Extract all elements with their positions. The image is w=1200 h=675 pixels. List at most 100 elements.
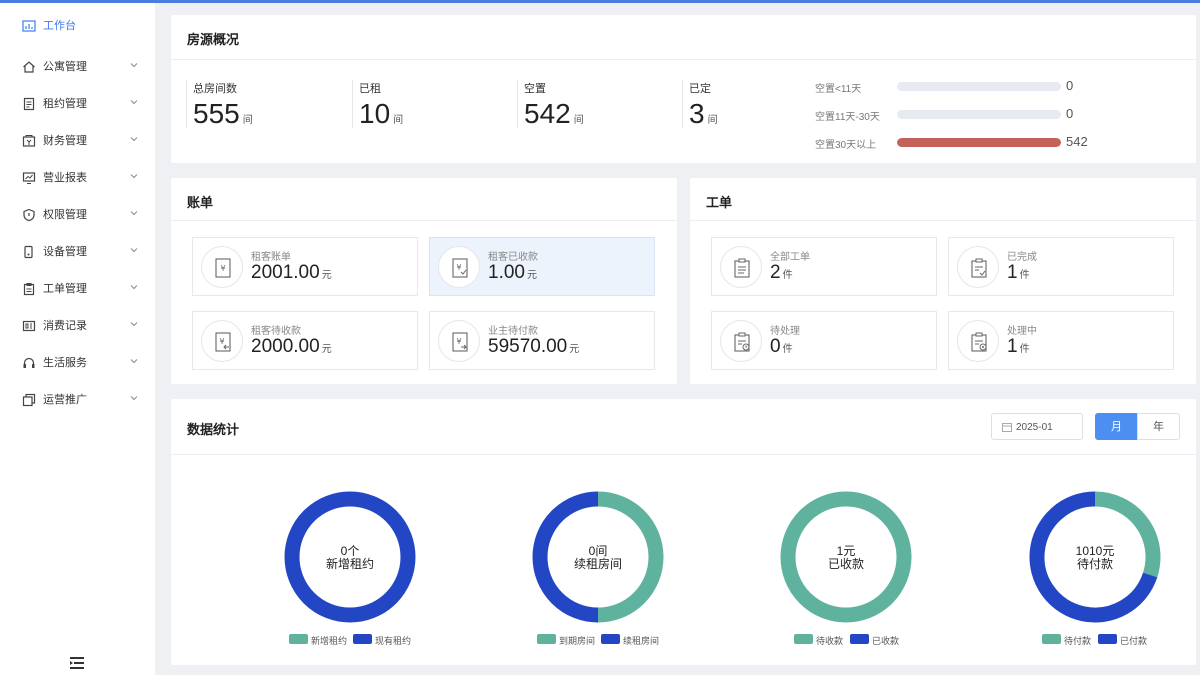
donut-segment-0[interactable]: [597, 491, 664, 623]
donut-segment-1[interactable]: [1029, 491, 1158, 623]
donut-center-value: 1010元: [1075, 544, 1115, 558]
donut-center-label: 已收款: [827, 557, 864, 571]
donut-svg: [532, 491, 664, 623]
date-picker[interactable]: 2025-01: [991, 413, 1083, 440]
sidebar-item-apartment[interactable]: 公寓管理: [0, 54, 155, 80]
donut-center-value: 0个: [340, 544, 360, 558]
bill-payable-icon: ¥: [452, 332, 468, 352]
vacancy-bar: [897, 110, 1061, 119]
legend-label[interactable]: 待收款: [816, 636, 844, 646]
vacancy-value: 0: [1066, 78, 1074, 93]
vacancy-label: 空置30天以上: [815, 140, 877, 151]
sidebar-item-workorder[interactable]: 工单管理: [0, 276, 155, 302]
donut-svg: [780, 491, 912, 623]
sidebar-item-label: 运营推广: [43, 394, 87, 406]
legend-label[interactable]: 新增租约: [311, 636, 348, 646]
legend-label[interactable]: 现有租约: [375, 636, 412, 646]
donut-segment-0[interactable]: [1094, 491, 1161, 578]
card-value: 59570.00: [488, 336, 568, 357]
stat-rented: 已租 10 间: [359, 80, 403, 130]
sidebar-item-finance[interactable]: 财务管理: [0, 128, 155, 154]
sidebar-item-consumption[interactable]: 消费记录: [0, 313, 155, 339]
legend-label[interactable]: 已付款: [1120, 636, 1148, 646]
sidebar-item-label: 设备管理: [43, 246, 87, 258]
sidebar-item-label: 租约管理: [43, 98, 87, 110]
svg-text:¥: ¥: [220, 264, 225, 273]
bill-card-owner-payable[interactable]: ¥ 业主待付款 59570.00 元: [429, 311, 655, 370]
card-value: 2000.00: [251, 336, 320, 357]
chevron-down-icon: [130, 100, 138, 105]
donut-chart-renewals: 0间 续租房间: [532, 491, 664, 623]
donut-segment-0[interactable]: [780, 491, 912, 623]
donut-center-value: 1元: [836, 544, 856, 558]
card-unit: 件: [1019, 344, 1030, 355]
card-unit: 元: [569, 344, 580, 355]
donut-center-label: 续租房间: [573, 557, 622, 571]
legend-label[interactable]: 到期房间: [559, 636, 596, 646]
vacancy-row: 空置11天-30天 0: [815, 106, 1115, 123]
donut-segment-1[interactable]: [284, 491, 416, 623]
clipboard-check-icon: [971, 258, 987, 278]
donut-center-label: 待付款: [1076, 557, 1113, 571]
clipboard-clock-icon: [734, 332, 750, 352]
stat-unit: 间: [573, 115, 584, 126]
bill-card-tenant-pending[interactable]: ¥ 租客待收款 2000.00 元: [192, 311, 418, 370]
bill-card-tenant-bills[interactable]: ¥ 租客账单 2001.00 元: [192, 237, 418, 296]
workorder-icon: [23, 283, 35, 296]
chevron-down-icon: [130, 285, 138, 290]
panel-title: 工单: [706, 195, 733, 210]
card-label: 租客待收款: [251, 326, 301, 337]
card-unit: 元: [321, 344, 332, 355]
card-value: 0: [770, 336, 781, 357]
card-unit: 件: [782, 344, 793, 355]
month-toggle-button[interactable]: 月: [1095, 413, 1138, 440]
year-toggle-button[interactable]: 年: [1137, 413, 1180, 440]
vacancy-bar: [897, 138, 1061, 147]
chevron-down-icon: [130, 322, 138, 327]
vacancy-row: 空置30天以上 542: [815, 134, 1115, 151]
card-unit: 件: [1019, 270, 1030, 281]
card-unit: 元: [321, 270, 332, 281]
card-unit: 件: [782, 270, 793, 281]
menu-collapse-icon[interactable]: [68, 655, 86, 671]
donut-segment-1[interactable]: [532, 491, 599, 623]
sidebar-item-device[interactable]: 设备管理: [0, 239, 155, 265]
top-accent-line: [0, 0, 1200, 3]
sidebar-item-label: 营业报表: [43, 172, 87, 184]
sidebar-item-promotion[interactable]: 运营推广: [0, 387, 155, 413]
legend-swatch: [601, 634, 620, 644]
card-label: 已完成: [1007, 252, 1037, 263]
donut-chart-payable: 1010元 待付款: [1029, 491, 1161, 623]
legend-label[interactable]: 已收款: [872, 636, 900, 646]
sidebar-item-report[interactable]: 营业报表: [0, 165, 155, 191]
sidebar-item-permission[interactable]: 权限管理: [0, 202, 155, 228]
sidebar-item-dashboard[interactable]: 工作台: [0, 13, 155, 39]
stat-value: 10: [359, 98, 391, 129]
donut-chart-received: 1元 已收款: [780, 491, 912, 623]
sidebar-item-life-service[interactable]: 生活服务: [0, 350, 155, 376]
legend-label[interactable]: 待付款: [1064, 636, 1092, 646]
legend-label[interactable]: 续租房间: [623, 636, 660, 646]
legend-swatch: [1098, 634, 1117, 644]
donut-center-value: 0间: [588, 544, 608, 558]
card-label: 业主待付款: [488, 326, 538, 337]
card-value: 1: [1007, 336, 1018, 357]
sidebar-item-lease[interactable]: 租约管理: [0, 91, 155, 117]
stat-label: 已租: [359, 83, 381, 95]
legend-renewals: 到期房间 续租房间: [537, 633, 667, 646]
bill-received-icon: ¥: [452, 258, 468, 278]
bill-card-tenant-received[interactable]: ¥ 租客已收款 1.00 元: [429, 237, 655, 296]
stat-total-rooms: 总房间数 555 间: [193, 80, 253, 130]
sidebar-item-label: 工作台: [43, 20, 76, 32]
legend-payable: 待付款 已付款: [1042, 633, 1172, 646]
sidebar: 工作台 公寓管理 租约管理 财务管理 营业报表 权限管理 设备管理 工单管理 消…: [0, 3, 155, 675]
headset-icon: [23, 357, 35, 368]
divider: [171, 454, 1196, 455]
